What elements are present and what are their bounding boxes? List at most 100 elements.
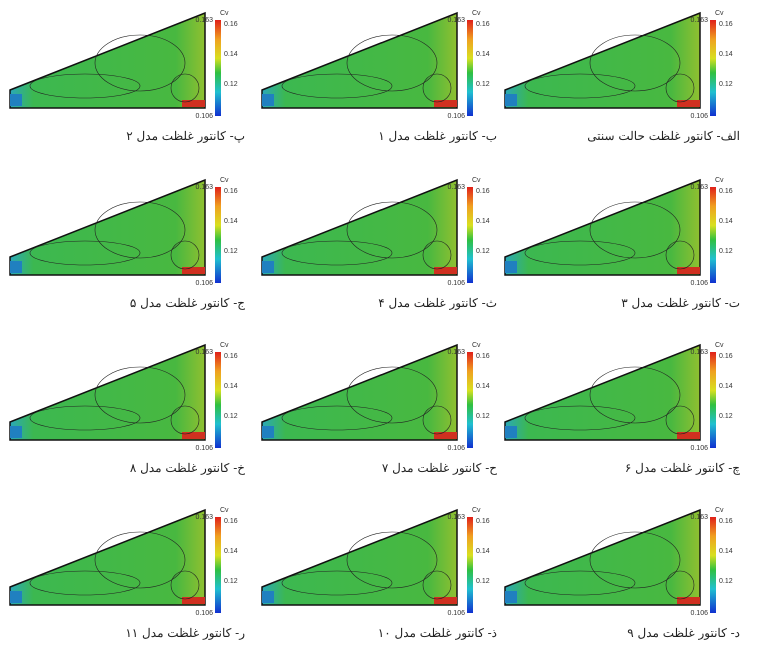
colorbar-tick: 0.16 <box>719 518 733 525</box>
colorbar-tick: 0.12 <box>719 248 733 255</box>
colorbar-title: Cv <box>715 177 724 184</box>
colorbar <box>467 20 473 116</box>
contour-panel: Cv 0.163 0.106 0.16 0.14 0.12 پ- کانتور غلظت م… <box>9 10 245 143</box>
contour-line <box>524 73 636 99</box>
contour-panel: Cv 0.163 0.106 0.16 0.14 0.12 د- کانتور غلظت م… <box>504 507 740 640</box>
colorbar-title: Cv <box>472 507 481 514</box>
contour-line <box>170 73 200 103</box>
colorbar-tick: 0.14 <box>224 383 238 390</box>
colorbar-min: 0.106 <box>195 113 213 120</box>
colorbar-max: 0.163 <box>195 514 213 521</box>
contour-line <box>589 201 681 259</box>
colorbar-tick: 0.16 <box>476 518 490 525</box>
caption: پ- کانتور غلظت مدل ۲ <box>126 129 245 143</box>
inlet-band <box>10 591 22 603</box>
colorbar-tick: 0.16 <box>719 21 733 28</box>
inlet-band <box>262 261 274 273</box>
contour-line <box>29 240 141 266</box>
colorbar-tick: 0.16 <box>224 518 238 525</box>
colorbar-title: Cv <box>220 342 229 349</box>
contour-panel: Cv 0.163 0.106 0.16 0.14 0.12 ح- کانتور غلظت م… <box>261 342 497 475</box>
contour-line <box>281 240 393 266</box>
contour-line <box>170 405 200 435</box>
colorbar <box>710 517 716 613</box>
caption: د- کانتور غلظت مدل ۹ <box>627 626 740 640</box>
contour-line <box>346 34 438 92</box>
colorbar-tick: 0.12 <box>719 81 733 88</box>
caption: ج- کانتور غلظت مدل ۵ <box>130 296 245 310</box>
caption: ر- کانتور غلظت مدل ۱۱ <box>125 626 245 640</box>
caption: ث- کانتور غلظت مدل ۴ <box>378 296 497 310</box>
caption: ح- کانتور غلظت مدل ۷ <box>382 461 497 475</box>
contour-line <box>94 201 186 259</box>
colorbar-title: Cv <box>220 507 229 514</box>
colorbar-max: 0.163 <box>447 514 465 521</box>
domain <box>261 508 458 606</box>
contour-line <box>422 73 452 103</box>
domain <box>9 11 206 109</box>
outlet-band <box>677 597 700 604</box>
domain <box>504 11 701 109</box>
caption: چ- کانتور غلظت مدل ۶ <box>625 461 740 475</box>
colorbar-max: 0.163 <box>195 184 213 191</box>
contour-line <box>524 570 636 596</box>
contour-line <box>665 405 695 435</box>
contour-line <box>94 531 186 589</box>
domain <box>9 178 206 276</box>
colorbar-tick: 0.14 <box>224 548 238 555</box>
contour-line <box>422 240 452 270</box>
inlet-band <box>10 94 22 106</box>
colorbar <box>710 20 716 116</box>
colorbar-tick: 0.16 <box>476 21 490 28</box>
colorbar <box>467 517 473 613</box>
colorbar-max: 0.163 <box>690 17 708 24</box>
contour-panel: Cv 0.163 0.106 0.16 0.14 0.12 ب- کانتور غلظت م… <box>261 10 497 143</box>
colorbar <box>215 517 221 613</box>
colorbar-tick: 0.14 <box>476 51 490 58</box>
colorbar-min: 0.106 <box>690 445 708 452</box>
caption: ت- کانتور غلظت مدل ۳ <box>621 296 740 310</box>
domain <box>261 178 458 276</box>
colorbar-title: Cv <box>715 342 724 349</box>
colorbar-title: Cv <box>472 342 481 349</box>
colorbar-tick: 0.12 <box>719 578 733 585</box>
colorbar-max: 0.163 <box>195 17 213 24</box>
colorbar-tick: 0.16 <box>476 353 490 360</box>
colorbar-tick: 0.16 <box>719 353 733 360</box>
caption: ب- کانتور غلظت مدل ۱ <box>378 129 497 143</box>
outlet-band <box>434 597 457 604</box>
colorbar-max: 0.163 <box>447 349 465 356</box>
inlet-band <box>262 591 274 603</box>
contour-line <box>346 201 438 259</box>
contour-line <box>589 531 681 589</box>
contour-panel: Cv 0.163 0.106 0.16 0.14 0.12 ث- کانتور غلظت م… <box>261 177 497 310</box>
colorbar-title: Cv <box>220 177 229 184</box>
colorbar-tick: 0.16 <box>476 188 490 195</box>
inlet-band <box>262 426 274 438</box>
colorbar-min: 0.106 <box>690 610 708 617</box>
caption: خ- کانتور غلظت مدل ۸ <box>130 461 245 475</box>
colorbar-tick: 0.16 <box>224 353 238 360</box>
colorbar-tick: 0.14 <box>719 51 733 58</box>
domain <box>504 508 701 606</box>
colorbar-max: 0.163 <box>447 17 465 24</box>
contour-line <box>665 73 695 103</box>
colorbar-tick: 0.14 <box>719 218 733 225</box>
colorbar-tick: 0.14 <box>476 383 490 390</box>
colorbar-min: 0.106 <box>195 610 213 617</box>
outlet-band <box>677 432 700 439</box>
contour-line <box>94 366 186 424</box>
colorbar-tick: 0.14 <box>224 218 238 225</box>
colorbar-min: 0.106 <box>690 113 708 120</box>
contour-line <box>281 405 393 431</box>
colorbar-max: 0.163 <box>690 514 708 521</box>
contour-line <box>346 366 438 424</box>
contour-line <box>422 570 452 600</box>
contour-line <box>94 34 186 92</box>
outlet-band <box>434 432 457 439</box>
domain <box>261 343 458 441</box>
colorbar-tick: 0.14 <box>224 51 238 58</box>
inlet-band <box>505 591 517 603</box>
contour-panel: Cv 0.163 0.106 0.16 0.14 0.12 الف- کانتور غلظت… <box>504 10 740 143</box>
contour-line <box>29 570 141 596</box>
